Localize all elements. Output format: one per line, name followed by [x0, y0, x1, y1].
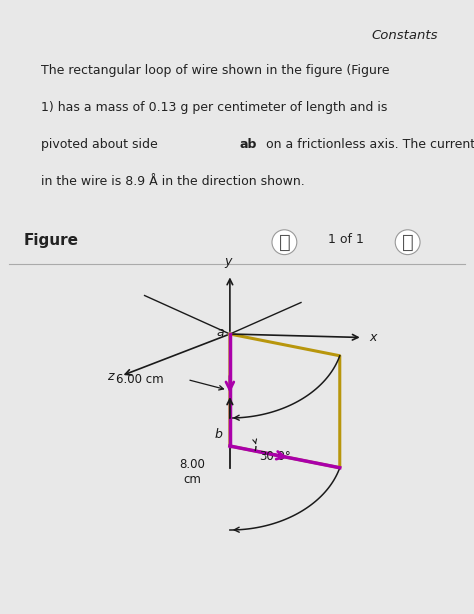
Text: ab: ab	[239, 138, 256, 150]
Text: b: b	[215, 428, 223, 441]
Text: 〉: 〉	[402, 233, 413, 252]
Text: a: a	[217, 326, 224, 339]
Text: 30.0°: 30.0°	[259, 450, 291, 463]
Text: pivoted about side: pivoted about side	[41, 138, 162, 150]
Text: Figure: Figure	[24, 233, 79, 247]
Text: 8.00
cm: 8.00 cm	[179, 458, 205, 486]
Text: x: x	[370, 331, 377, 344]
Text: 1) has a mass of 0.13 g per centimeter of length and is: 1) has a mass of 0.13 g per centimeter o…	[41, 101, 387, 114]
Text: on a frictionless axis. The current: on a frictionless axis. The current	[262, 138, 474, 150]
Text: 〈: 〈	[279, 233, 290, 252]
Text: 1 of 1: 1 of 1	[328, 233, 364, 246]
Text: y: y	[224, 255, 231, 268]
Text: in the wire is 8.9 Å in the direction shown.: in the wire is 8.9 Å in the direction sh…	[41, 175, 304, 188]
Text: 6.00 cm: 6.00 cm	[116, 373, 164, 386]
Text: Constants: Constants	[371, 29, 438, 42]
Text: z: z	[107, 370, 114, 383]
Text: The rectangular loop of wire shown in the figure (Figure: The rectangular loop of wire shown in th…	[41, 64, 389, 77]
